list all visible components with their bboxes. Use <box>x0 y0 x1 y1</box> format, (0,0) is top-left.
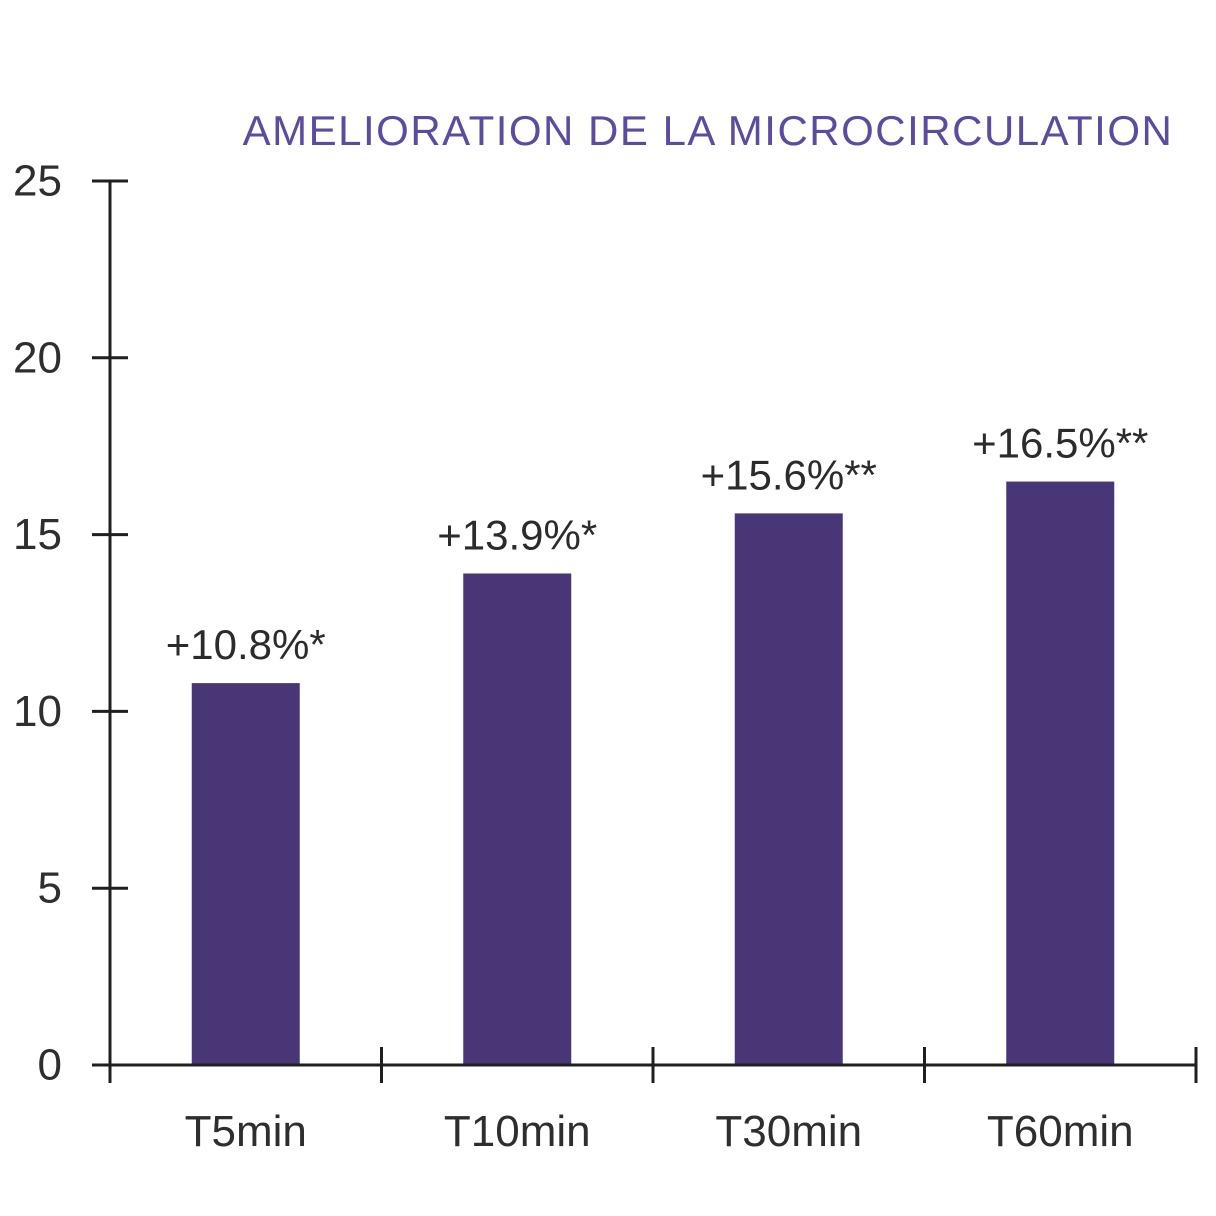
y-tick-label: 15 <box>13 510 62 559</box>
bar-value-label: +16.5%** <box>972 420 1148 467</box>
x-category-label: T5min <box>185 1107 307 1156</box>
bar-t10min <box>463 573 572 1064</box>
y-tick-label: 20 <box>13 333 62 382</box>
x-category-label: T30min <box>715 1107 862 1156</box>
chart-title: AMELIORATION DE LA MICROCIRCULATION <box>242 107 1174 154</box>
x-category-label: T60min <box>987 1107 1134 1156</box>
bar-t60min <box>1006 481 1115 1064</box>
bar-t5min <box>191 683 300 1064</box>
y-tick-label: 5 <box>38 864 62 913</box>
y-tick-label: 10 <box>13 687 62 736</box>
bar-t30min <box>734 513 843 1064</box>
bar-value-label: +13.9%* <box>437 511 597 558</box>
bar-value-label: +10.8%* <box>166 621 326 668</box>
y-tick-label: 0 <box>38 1041 62 1090</box>
y-tick-label: 25 <box>13 157 62 206</box>
bar-value-label: +15.6%** <box>701 451 877 498</box>
x-category-label: T10min <box>444 1107 591 1156</box>
